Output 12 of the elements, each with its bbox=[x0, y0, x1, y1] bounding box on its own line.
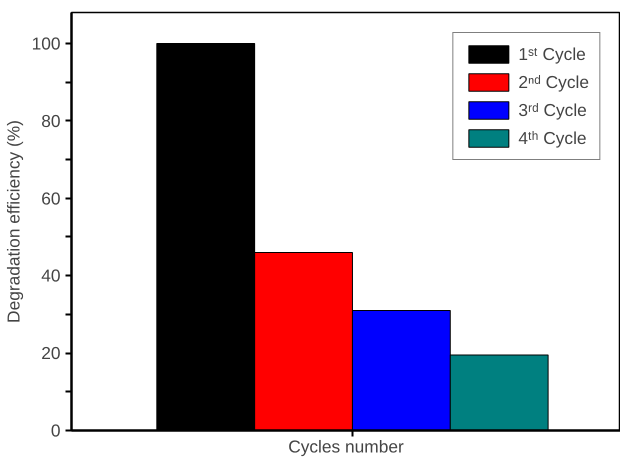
legend-label: 4ᵗʰ Cycle bbox=[518, 128, 587, 148]
y-tick-label: 100 bbox=[32, 33, 61, 54]
y-tick-label: 80 bbox=[41, 110, 61, 131]
legend-label: 1ˢᵗ Cycle bbox=[518, 44, 586, 64]
legend-label: 2ⁿᵈ Cycle bbox=[518, 72, 589, 92]
legend-label: 3ʳᵈ Cycle bbox=[518, 100, 587, 120]
y-tick-label: 20 bbox=[41, 343, 61, 364]
x-axis-title: Cycles number bbox=[288, 436, 404, 456]
y-axis-title: Degradation efficiency (%) bbox=[4, 120, 24, 323]
y-tick-label: 0 bbox=[50, 420, 61, 440]
y-tick-label: 60 bbox=[41, 188, 61, 208]
y-tick-label: 40 bbox=[41, 266, 61, 286]
